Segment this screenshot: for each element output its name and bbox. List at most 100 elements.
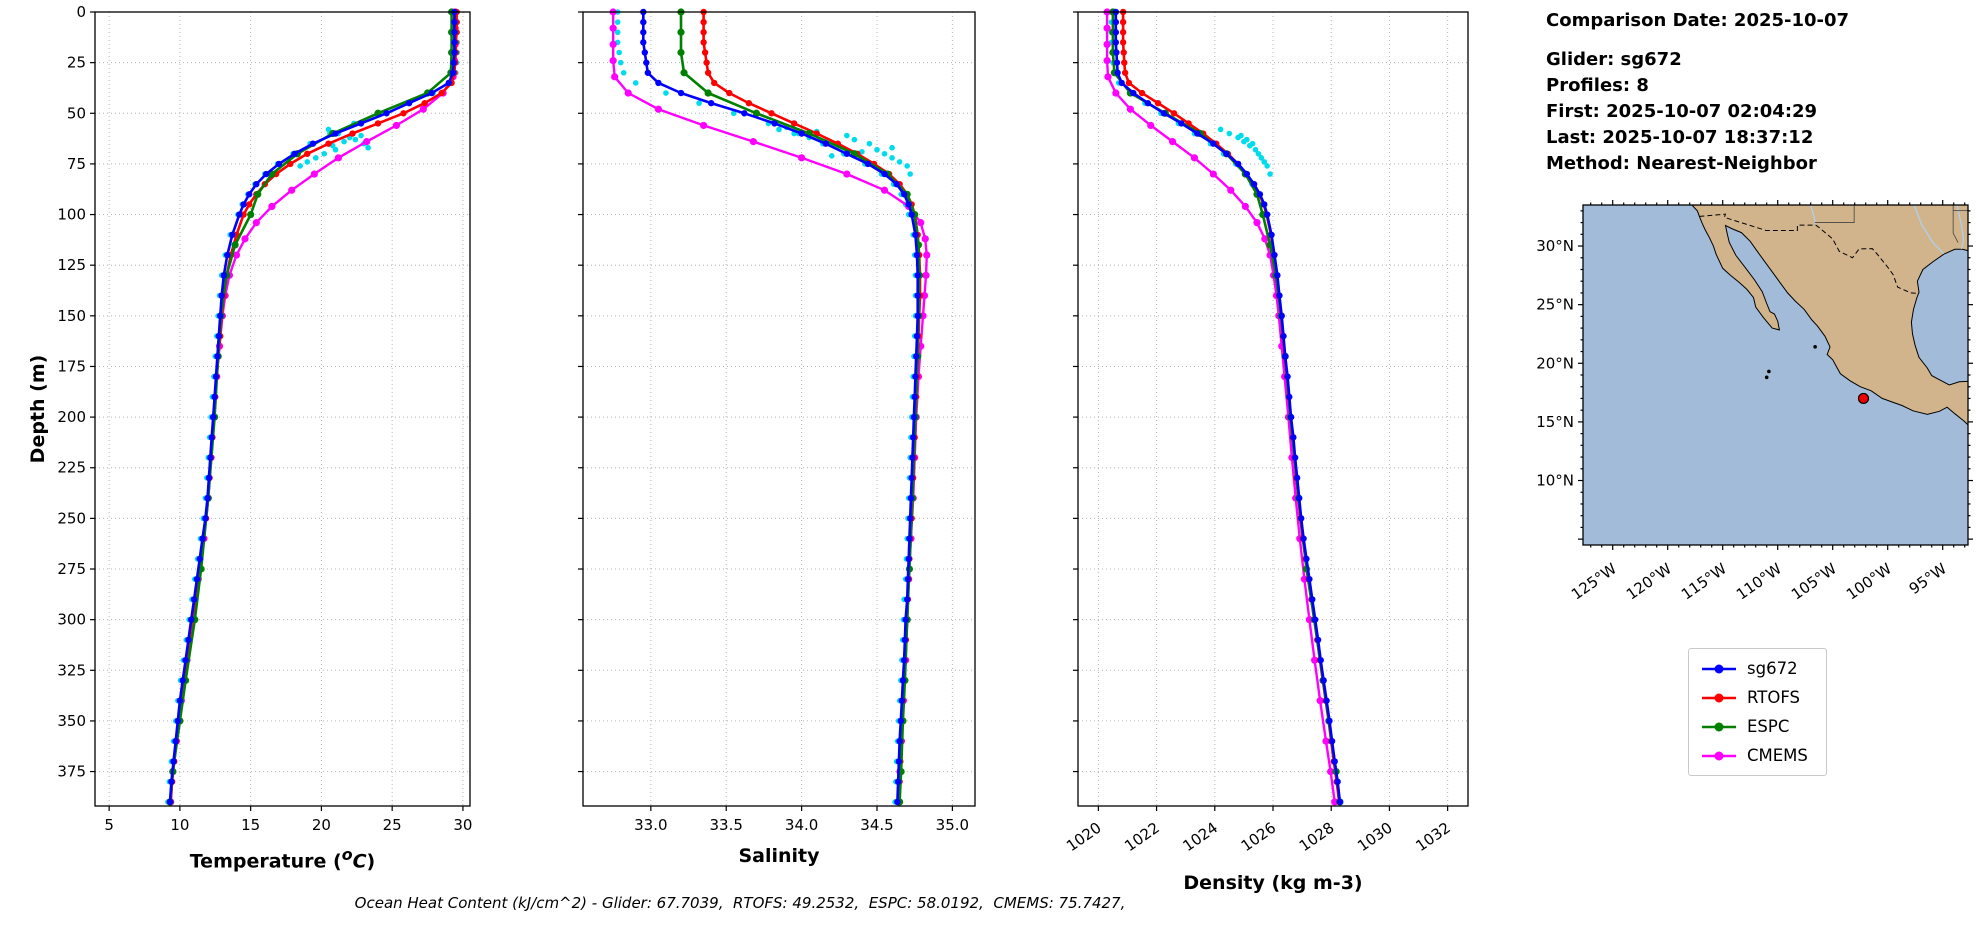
comparison-date-text: Comparison Date: 2025-10-07 <box>1546 10 1850 31</box>
panel-temperature: 5 10 15 20 25 3002550751001251501752002252502… <box>57 3 472 834</box>
first-profile-time-text: First: 2025-10-07 02:04:29 <box>1546 101 1818 122</box>
svg-text:150: 150 <box>57 307 86 325</box>
svg-text:175: 175 <box>57 357 86 375</box>
legend-label-RTOFS: RTOFS <box>1747 688 1801 707</box>
legend-label-ESPC: ESPC <box>1747 717 1790 736</box>
svg-text:95°W: 95°W <box>1906 559 1950 598</box>
svg-text:110°W: 110°W <box>1733 559 1785 603</box>
series-ESPC <box>1109 8 1344 806</box>
temperature-axis-label-close: ) <box>366 850 376 873</box>
island-dot <box>1764 375 1769 380</box>
svg-text:20: 20 <box>312 816 331 834</box>
salinity-axis-label: Salinity <box>738 845 820 867</box>
svg-text:200: 200 <box>57 408 86 426</box>
svg-text:34.0: 34.0 <box>785 816 818 834</box>
series-RTOFS <box>700 8 924 806</box>
svg-text:375: 375 <box>57 763 86 781</box>
legend-item-CMEMS: CMEMS <box>1701 746 1808 765</box>
legend-line-sample-ESPC <box>1702 722 1736 731</box>
state-border-line <box>1952 205 1959 243</box>
svg-text:1032: 1032 <box>1412 819 1454 856</box>
temperature-axis-label: Temperature (oC) <box>95 845 470 872</box>
panel-density: 1020 1022 1024 1026 1028 1030 1032 <box>1063 8 1469 856</box>
depth-axis-label: Depth (m) <box>27 354 49 464</box>
svg-text:35.0: 35.0 <box>936 816 969 834</box>
river-line <box>1956 205 1965 250</box>
svg-text:75: 75 <box>67 155 86 173</box>
svg-text:5: 5 <box>104 816 114 834</box>
svg-text:33.5: 33.5 <box>710 816 743 834</box>
series-raw-glider <box>614 9 919 805</box>
svg-text:350: 350 <box>57 712 86 730</box>
svg-text:100°W: 100°W <box>1843 559 1895 603</box>
svg-text:275: 275 <box>57 560 86 578</box>
svg-text:120°W: 120°W <box>1623 559 1675 603</box>
river-line <box>1913 205 1945 255</box>
svg-text:15: 15 <box>241 816 260 834</box>
glider-name-text: Glider: sg672 <box>1546 49 1682 70</box>
svg-text:225: 225 <box>57 459 86 477</box>
comparison-info-block: Comparison Date: 2025-10-07 Glider: sg67… <box>1546 8 1849 177</box>
density-axis-label: Density (kg m-3) <box>1183 872 1363 894</box>
series-ESPC <box>166 8 456 806</box>
svg-text:15°N: 15°N <box>1536 413 1574 431</box>
svg-text:105°W: 105°W <box>1788 559 1840 603</box>
svg-text:300: 300 <box>57 611 86 629</box>
series-raw-glider <box>165 9 461 805</box>
legend-line-sample-RTOFS <box>1702 693 1736 702</box>
legend-item-ESPC: ESPC <box>1701 717 1808 736</box>
svg-text:10: 10 <box>170 816 189 834</box>
svg-text:10°N: 10°N <box>1536 472 1574 490</box>
temperature-axis-label-sup: o <box>341 845 353 864</box>
svg-text:33.0: 33.0 <box>634 816 667 834</box>
svg-text:1024: 1024 <box>1179 819 1221 856</box>
temperature-axis-label-text: Temperature ( <box>189 850 342 873</box>
legend-item-RTOFS: RTOFS <box>1701 688 1808 707</box>
last-profile-time-text: Last: 2025-10-07 18:37:12 <box>1546 127 1814 148</box>
legend-line-sample-CMEMS <box>1702 751 1736 760</box>
svg-text:115°W: 115°W <box>1678 559 1730 603</box>
panel-salinity: 33.0 33.5 34.0 34.5 35.0 <box>578 8 976 834</box>
series-RTOFS <box>167 8 460 806</box>
svg-text:1020: 1020 <box>1063 819 1105 856</box>
state-border-line <box>1814 205 1855 223</box>
svg-text:125°W: 125°W <box>1568 559 1620 603</box>
svg-text:1022: 1022 <box>1121 819 1163 856</box>
svg-text:1030: 1030 <box>1354 819 1396 856</box>
map-panel: 125°W 120°W 115°W 110°W 105°W 100°W 95°W 30°N 25… <box>1536 200 1973 604</box>
country-border-line <box>1699 213 1920 294</box>
svg-text:34.5: 34.5 <box>860 816 893 834</box>
land-polygon <box>1691 205 1968 426</box>
svg-text:20°N: 20°N <box>1536 354 1574 372</box>
series-sg672 <box>166 8 458 806</box>
series-CMEMS <box>609 8 931 806</box>
svg-text:30: 30 <box>453 816 472 834</box>
temperature-axis-label-unit: C <box>352 850 367 873</box>
svg-text:25: 25 <box>383 816 402 834</box>
svg-text:25°N: 25°N <box>1536 296 1574 314</box>
svg-text:100: 100 <box>57 206 86 224</box>
svg-text:125: 125 <box>57 256 86 274</box>
glider-location-marker <box>1857 392 1870 405</box>
method-text: Method: Nearest-Neighbor <box>1546 153 1817 174</box>
island-dot <box>1813 345 1817 349</box>
profiles-count-text: Profiles: 8 <box>1546 75 1649 96</box>
svg-text:25: 25 <box>67 54 86 72</box>
island-dot <box>1767 369 1771 374</box>
svg-text:250: 250 <box>57 509 86 527</box>
svg-text:325: 325 <box>57 661 86 679</box>
legend: sg672 RTOFS ESPC CMEMS <box>1688 648 1827 776</box>
series-sg672 <box>1112 8 1344 806</box>
series-CMEMS <box>167 8 459 806</box>
legend-item-sg672: sg672 <box>1701 659 1808 678</box>
legend-label-sg672: sg672 <box>1747 659 1798 678</box>
legend-line-sample-sg672 <box>1702 664 1736 673</box>
svg-text:30°N: 30°N <box>1536 237 1574 255</box>
svg-text:0: 0 <box>76 3 86 21</box>
svg-text:1026: 1026 <box>1238 819 1280 856</box>
ocean-heat-content-text: Ocean Heat Content (kJ/cm^2) - Glider: 6… <box>354 894 1126 912</box>
svg-text:1028: 1028 <box>1296 819 1338 856</box>
series-raw-glider <box>1108 9 1342 805</box>
